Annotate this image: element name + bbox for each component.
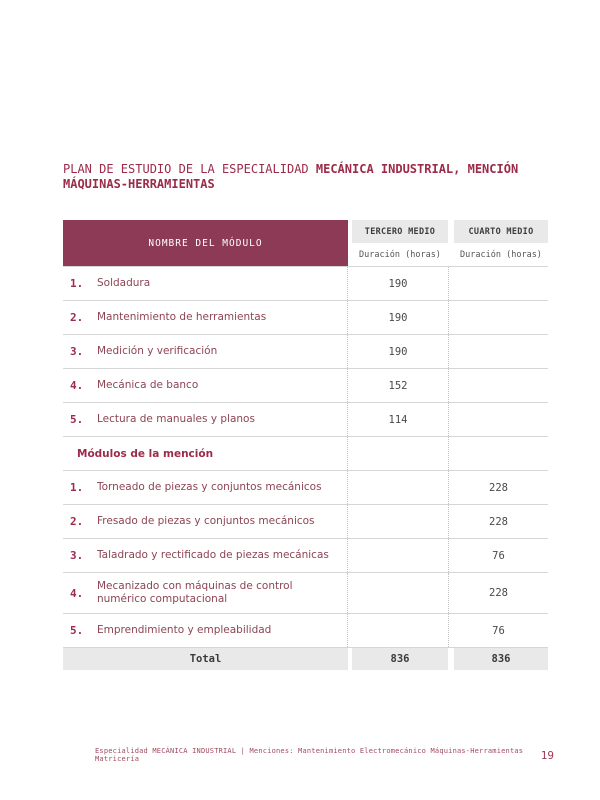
table-header: NOMBRE DEL MÓDULO TERCERO MEDIO Duración… bbox=[63, 220, 548, 266]
total-label: Total bbox=[63, 648, 348, 670]
cuarto-hours-cell bbox=[448, 369, 548, 402]
table-row: 1. Soldadura 190 bbox=[63, 266, 548, 300]
tercero-hours-cell bbox=[347, 437, 448, 470]
module-name-cell: 4. Mecánica de banco bbox=[63, 369, 347, 402]
module-number: 1. bbox=[70, 277, 84, 290]
col-header-cuarto-medio: CUARTO MEDIO Duración (horas) bbox=[454, 220, 548, 266]
module-name: Torneado de piezas y conjuntos mecánicos bbox=[97, 481, 322, 493]
tercero-hours-cell: 190 bbox=[347, 335, 448, 368]
module-number: 2. bbox=[70, 311, 84, 324]
cuarto-hours-cell bbox=[448, 403, 548, 436]
table-row: 4. Mecanizado con máquinas de control nu… bbox=[63, 572, 548, 613]
module-number: 5. bbox=[70, 413, 84, 426]
cuarto-hours-cell: 76 bbox=[448, 539, 548, 572]
module-name: Mecanizado con máquinas de control numér… bbox=[97, 580, 293, 605]
module-name-cell: 2. Mantenimiento de herramientas bbox=[63, 301, 347, 334]
page-footer: Especialidad MECÁNICA INDUSTRIAL | Menci… bbox=[95, 747, 554, 763]
table-row: 2. Mantenimiento de herramientas 190 bbox=[63, 300, 548, 334]
module-name-cell: 3. Taladrado y rectificado de piezas mec… bbox=[63, 539, 347, 572]
cuarto-hours-cell bbox=[448, 437, 548, 470]
module-name-cell: 4. Mecanizado con máquinas de control nu… bbox=[63, 573, 347, 613]
footer-text: Especialidad MECÁNICA INDUSTRIAL | Menci… bbox=[95, 747, 524, 763]
tercero-hours-cell: 152 bbox=[347, 369, 448, 402]
module-number: 2. bbox=[70, 515, 84, 528]
table-body: 1. Soldadura 190 2. Mantenimiento de her… bbox=[63, 266, 548, 647]
tercero-hours-cell bbox=[347, 471, 448, 504]
cuarto-hours-cell bbox=[448, 267, 548, 300]
module-name: Lectura de manuales y planos bbox=[97, 413, 255, 425]
module-name: Fresado de piezas y conjuntos mecánicos bbox=[97, 515, 315, 527]
cuarto-hours-cell bbox=[448, 301, 548, 334]
tercero-hours-cell bbox=[347, 573, 448, 613]
tercero-hours-cell: 190 bbox=[347, 267, 448, 300]
module-name: Soldadura bbox=[97, 277, 151, 289]
module-name-cell: 2. Fresado de piezas y conjuntos mecánic… bbox=[63, 505, 347, 538]
table-row: 5. Emprendimiento y empleabilidad 76 bbox=[63, 613, 548, 647]
table-row: 5. Lectura de manuales y planos 114 bbox=[63, 402, 548, 436]
module-name-cell: 5. Emprendimiento y empleabilidad bbox=[63, 614, 347, 647]
module-name-cell: 1. Soldadura bbox=[63, 267, 347, 300]
module-name: Medición y verificación bbox=[97, 345, 218, 357]
table-row: 3. Taladrado y rectificado de piezas mec… bbox=[63, 538, 548, 572]
module-name: Emprendimiento y empleabilidad bbox=[97, 624, 272, 636]
tercero-hours-cell: 190 bbox=[347, 301, 448, 334]
table-row: 3. Medición y verificación 190 bbox=[63, 334, 548, 368]
col-header-tercero-medio: TERCERO MEDIO Duración (horas) bbox=[352, 220, 448, 266]
module-number: 3. bbox=[70, 549, 84, 562]
module-name-cell: 3. Medición y verificación bbox=[63, 335, 347, 368]
page-title-regular: PLAN DE ESTUDIO DE LA ESPECIALIDAD bbox=[63, 162, 316, 176]
tercero-hours-cell bbox=[347, 505, 448, 538]
module-number: 4. bbox=[70, 379, 84, 392]
table-row: 4. Mecánica de banco 152 bbox=[63, 368, 548, 402]
page-title-bold: MECÁNICA INDUSTRIAL, MENCIÓN MÁQUINAS-HE… bbox=[63, 162, 519, 191]
module-number: 3. bbox=[70, 345, 84, 358]
table-row: 2. Fresado de piezas y conjuntos mecánic… bbox=[63, 504, 548, 538]
col-header-cuarto-title: CUARTO MEDIO bbox=[454, 220, 548, 243]
section-header-row: Módulos de la mención bbox=[63, 436, 548, 470]
module-name: Taladrado y rectificado de piezas mecáni… bbox=[97, 549, 329, 561]
tercero-hours-cell: 114 bbox=[347, 403, 448, 436]
col-header-cuarto-subtitle: Duración (horas) bbox=[460, 249, 542, 260]
section-label-cell: Módulos de la mención bbox=[63, 437, 347, 470]
cuarto-hours-cell: 228 bbox=[448, 471, 548, 504]
module-number: 5. bbox=[70, 624, 84, 637]
module-name-cell: 1. Torneado de piezas y conjuntos mecáni… bbox=[63, 471, 347, 504]
module-number: 4. bbox=[70, 586, 84, 600]
col-header-tercero-title: TERCERO MEDIO bbox=[352, 220, 448, 243]
module-name: Mantenimiento de herramientas bbox=[97, 311, 267, 323]
cuarto-hours-cell bbox=[448, 335, 548, 368]
module-number: 1. bbox=[70, 481, 84, 494]
total-tercero-hours: 836 bbox=[352, 648, 448, 670]
page-number: 19 bbox=[540, 748, 554, 762]
table-row: 1. Torneado de piezas y conjuntos mecáni… bbox=[63, 470, 548, 504]
tercero-hours-cell bbox=[347, 614, 448, 647]
section-label: Módulos de la mención bbox=[77, 447, 214, 460]
module-name: Mecánica de banco bbox=[97, 379, 199, 391]
col-header-module-name: NOMBRE DEL MÓDULO bbox=[63, 220, 348, 266]
table-total-row: Total 836 836 bbox=[63, 647, 548, 670]
module-name-cell: 5. Lectura de manuales y planos bbox=[63, 403, 347, 436]
page-title: PLAN DE ESTUDIO DE LA ESPECIALIDAD MECÁN… bbox=[63, 162, 537, 192]
total-cuarto-hours: 836 bbox=[454, 648, 548, 670]
tercero-hours-cell bbox=[347, 539, 448, 572]
cuarto-hours-cell: 228 bbox=[448, 573, 548, 613]
col-header-tercero-subtitle: Duración (horas) bbox=[359, 249, 441, 260]
cuarto-hours-cell: 228 bbox=[448, 505, 548, 538]
cuarto-hours-cell: 76 bbox=[448, 614, 548, 647]
study-plan-table: NOMBRE DEL MÓDULO TERCERO MEDIO Duración… bbox=[63, 220, 548, 670]
